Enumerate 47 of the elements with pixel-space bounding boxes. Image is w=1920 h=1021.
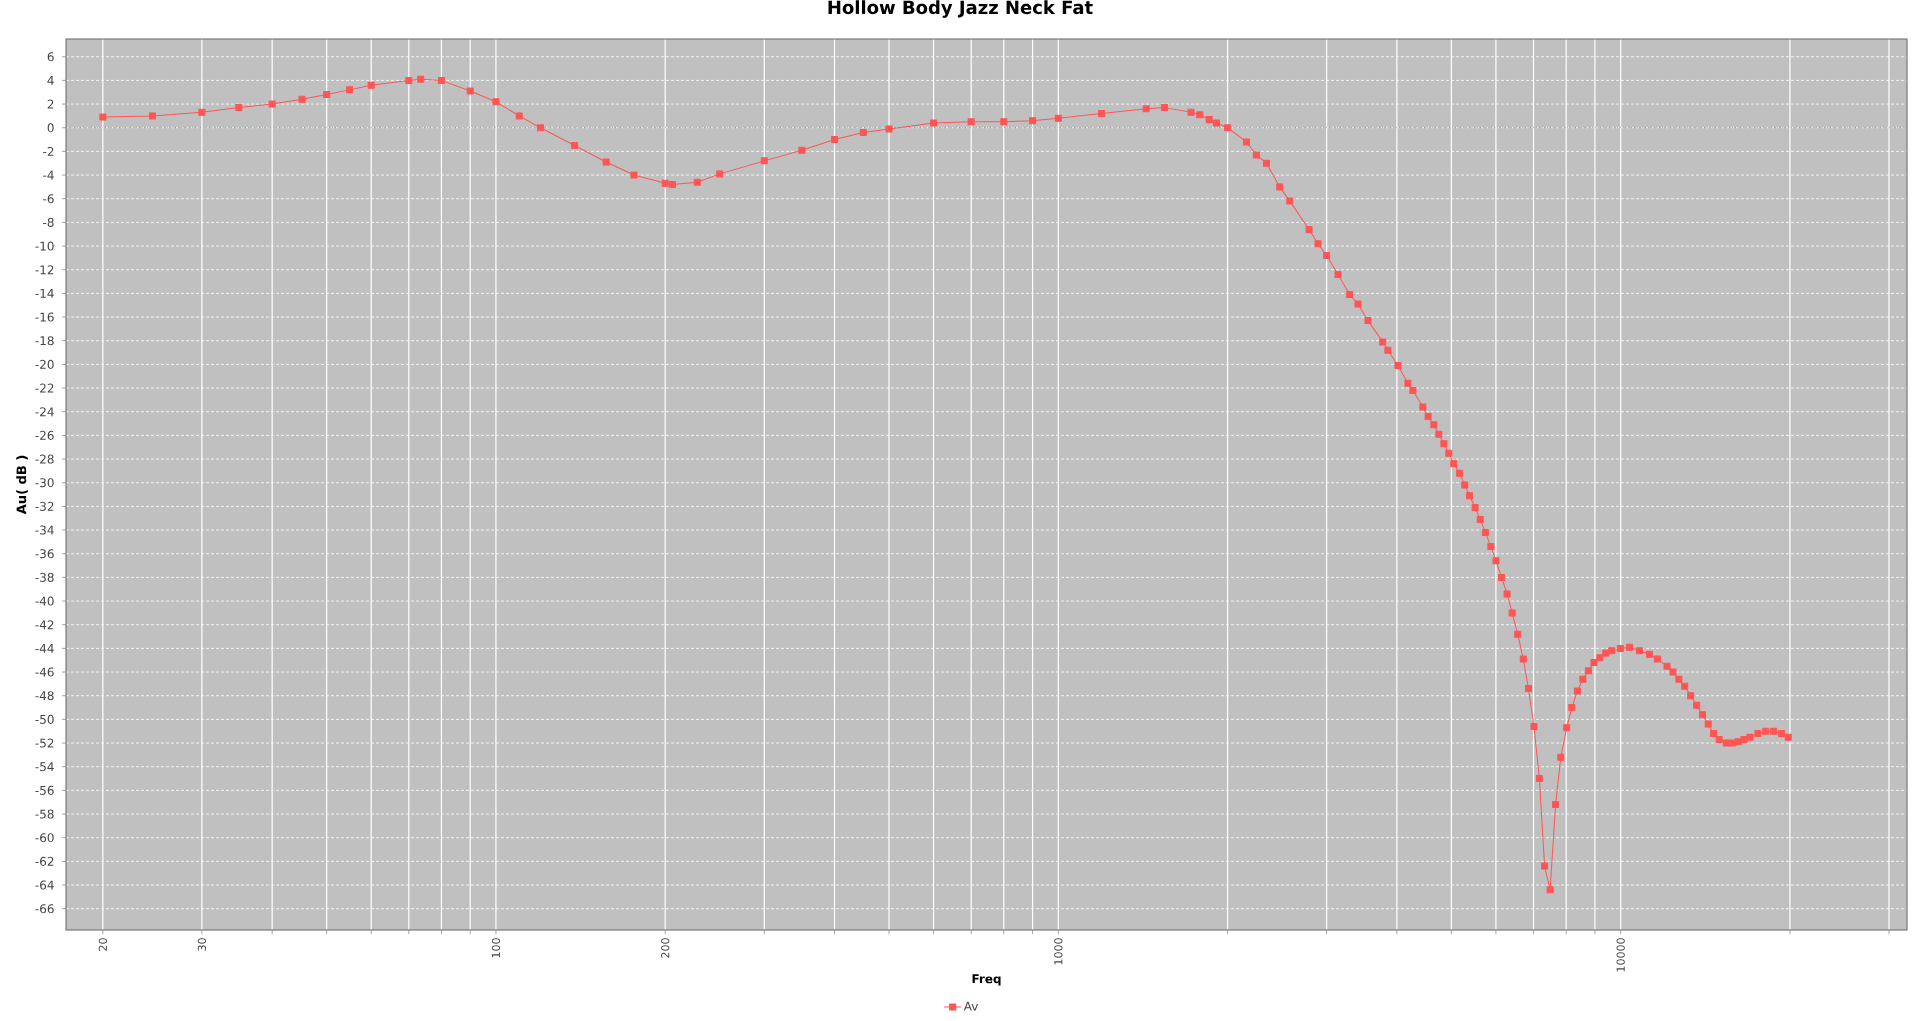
y-tick-label: -16 bbox=[35, 312, 54, 322]
x-tick-label: 10000 bbox=[1616, 938, 1625, 972]
y-tick-label: -66 bbox=[35, 904, 54, 914]
y-axis-title: Au( dB ) bbox=[16, 455, 28, 515]
y-tick-label: 6 bbox=[47, 52, 54, 62]
y-tick-label: 4 bbox=[47, 76, 54, 85]
y-tick-label: -2 bbox=[43, 146, 54, 156]
y-tick-label: -40 bbox=[35, 596, 54, 606]
y-tick-label: -38 bbox=[35, 572, 54, 582]
y-tick-label: -22 bbox=[35, 383, 54, 393]
y-tick-label: -4 bbox=[43, 170, 54, 180]
y-tick-label: -6 bbox=[43, 194, 54, 204]
y-tick-label: -54 bbox=[35, 762, 54, 772]
y-tick-label: -18 bbox=[35, 336, 54, 346]
y-tick-label: -46 bbox=[35, 667, 54, 677]
legend-label: Av bbox=[963, 1001, 978, 1011]
chart-title: Hollow Body Jazz Neck Fat bbox=[828, 0, 1093, 18]
y-tick-label: -12 bbox=[35, 265, 54, 275]
x-tick-label: 20 bbox=[98, 938, 108, 951]
y-tick-label: -20 bbox=[35, 359, 54, 369]
y-tick-label: -44 bbox=[35, 644, 54, 653]
y-tick-label: -28 bbox=[35, 454, 54, 464]
x-tick-label: 100 bbox=[491, 938, 501, 958]
y-tick-label: 0 bbox=[47, 123, 54, 133]
y-tick-label: -50 bbox=[35, 714, 54, 724]
y-tick-label: -26 bbox=[35, 430, 54, 440]
y-tick-label: -10 bbox=[35, 241, 54, 251]
x-tick-label: 1000 bbox=[1054, 938, 1063, 965]
y-tick-label: -58 bbox=[35, 809, 54, 819]
y-tick-label: -8 bbox=[43, 217, 54, 227]
x-tick-label: 200 bbox=[661, 938, 670, 958]
y-tick-label: -64 bbox=[35, 880, 54, 890]
y-tick-label: -14 bbox=[35, 289, 54, 298]
y-tick-label: -52 bbox=[35, 738, 54, 748]
y-tick-label: -62 bbox=[35, 856, 54, 866]
y-tick-label: -34 bbox=[35, 525, 54, 535]
y-tick-label: -42 bbox=[35, 620, 54, 630]
x-tick-label: 30 bbox=[197, 938, 207, 951]
y-tick-label: -48 bbox=[35, 691, 54, 701]
y-tick-label: -36 bbox=[35, 549, 54, 559]
y-tick-label: -30 bbox=[35, 478, 54, 488]
y-tick-label: -60 bbox=[35, 833, 54, 843]
y-tick-label: -56 bbox=[35, 785, 54, 795]
y-tick-label: -24 bbox=[35, 407, 54, 417]
y-tick-label: 2 bbox=[47, 99, 54, 109]
y-tick-label: -32 bbox=[35, 501, 54, 511]
x-axis-title: Freq bbox=[972, 974, 1001, 986]
